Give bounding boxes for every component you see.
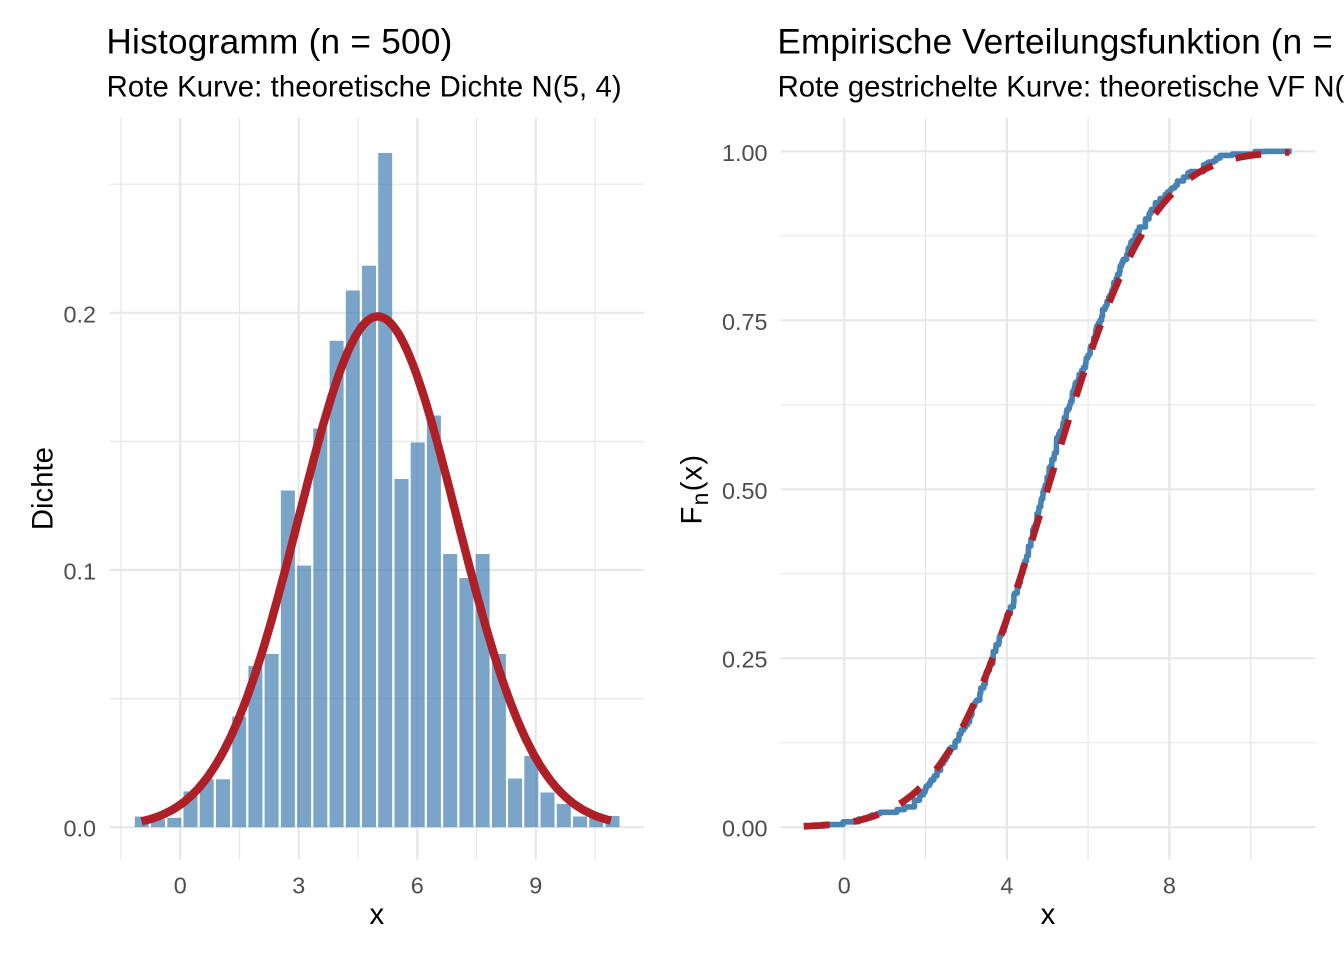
svg-text:3: 3 <box>292 873 305 899</box>
svg-text:x: x <box>369 898 384 931</box>
svg-text:Histogramm (n = 500): Histogramm (n = 500) <box>106 23 452 62</box>
svg-text:x: x <box>1041 898 1056 931</box>
svg-text:Rote gestrichelte Kurve: theor: Rote gestrichelte Kurve: theoretische VF… <box>778 71 1344 104</box>
svg-text:0.50: 0.50 <box>722 478 768 504</box>
svg-text:Rote Kurve: theoretische Dicht: Rote Kurve: theoretische Dichte N(5, 4) <box>107 71 622 104</box>
svg-text:1.00: 1.00 <box>722 140 768 166</box>
svg-text:Fn(x): Fn(x) <box>676 454 714 525</box>
svg-text:4: 4 <box>1000 873 1013 899</box>
svg-text:6: 6 <box>411 873 424 899</box>
svg-text:0: 0 <box>838 873 851 899</box>
svg-text:0.0: 0.0 <box>63 816 96 842</box>
svg-text:0.2: 0.2 <box>63 301 96 327</box>
svg-text:0.75: 0.75 <box>722 309 768 335</box>
svg-text:8: 8 <box>1163 873 1176 899</box>
svg-text:0: 0 <box>174 873 187 899</box>
svg-text:0.00: 0.00 <box>722 816 768 842</box>
svg-text:0.25: 0.25 <box>722 647 768 673</box>
svg-text:Dichte: Dichte <box>27 447 60 530</box>
svg-text:Empirische Verteilungsfunktion: Empirische Verteilungsfunktion (n = 500) <box>777 23 1344 62</box>
svg-text:9: 9 <box>529 873 542 899</box>
svg-text:0.1: 0.1 <box>63 559 96 585</box>
